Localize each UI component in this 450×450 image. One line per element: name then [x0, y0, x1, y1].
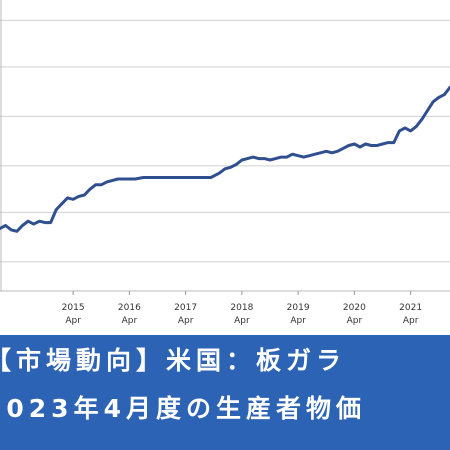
x-tick-year-1: 2016	[118, 303, 141, 313]
chart-svg: 2015 Apr 2016 Apr 2017 Apr 2018 Apr 2019 Apr 2020 A…	[0, 0, 450, 326]
x-tick-year-3: 2018	[230, 303, 253, 313]
x-tick-year-0: 2015	[62, 303, 85, 313]
x-tick-year-5: 2020	[343, 303, 366, 313]
headline-banner: 【市場動向】米国：板ガラ 2023年4月度の生産者物価	[0, 335, 450, 450]
x-tick-month-5: Apr	[347, 316, 363, 326]
headline-line-1: 【市場動向】米国：板ガラ	[0, 346, 347, 375]
x-tick-year-4: 2019	[287, 303, 310, 313]
x-tick-month-3: Apr	[234, 316, 250, 326]
series-layer	[0, 85, 450, 233]
x-tick-month-1: Apr	[122, 316, 138, 326]
headline-line-2: 2023年4月度の生産者物価	[0, 394, 366, 423]
grid-lines	[0, 0, 450, 292]
x-axis-ticks: 2015 Apr 2016 Apr 2017 Apr 2018 Apr 2019 Apr 2020 A…	[62, 291, 422, 326]
series-line-0	[0, 85, 450, 233]
x-tick-year-2: 2017	[174, 303, 197, 313]
x-tick-month-4: Apr	[290, 316, 306, 326]
x-tick-month-6: Apr	[403, 316, 419, 326]
line-chart: 2015 Apr 2016 Apr 2017 Apr 2018 Apr 2019 Apr 2020 A…	[0, 0, 450, 326]
x-tick-month-2: Apr	[178, 316, 194, 326]
x-tick-month-0: Apr	[65, 316, 81, 326]
x-tick-year-6: 2021	[399, 303, 422, 313]
